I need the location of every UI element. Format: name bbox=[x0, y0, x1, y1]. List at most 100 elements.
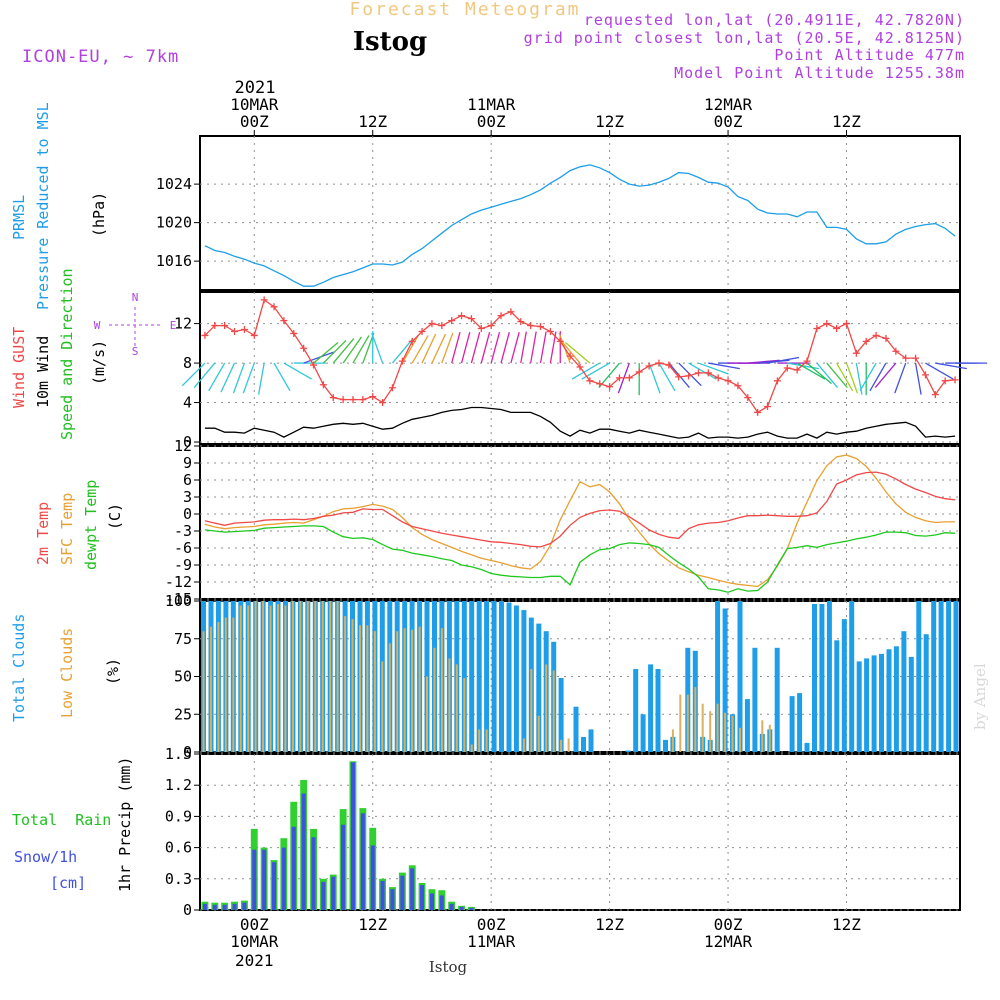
low-cloud-bar bbox=[388, 643, 391, 752]
low-cloud-bar bbox=[567, 738, 570, 752]
low-cloud-bar bbox=[247, 605, 250, 752]
low-cloud-bar bbox=[209, 626, 212, 752]
low-cloud-bar bbox=[314, 601, 317, 752]
top-date-label: 10MAR bbox=[230, 95, 279, 114]
wind-arrow bbox=[401, 335, 419, 364]
total-cloud-bar bbox=[506, 602, 512, 752]
gust-marker bbox=[329, 394, 337, 402]
snow-bar bbox=[202, 903, 207, 910]
total-cloud-bar bbox=[953, 601, 959, 752]
gust-marker bbox=[852, 349, 860, 357]
wind-arrow bbox=[242, 362, 255, 394]
wind-arrow bbox=[698, 362, 729, 375]
total-cloud-bar bbox=[879, 653, 884, 752]
gust-marker bbox=[655, 359, 663, 367]
y-tick-label: 1020 bbox=[156, 214, 192, 232]
sfc-name: SFC Temp bbox=[58, 493, 76, 565]
gust-marker bbox=[527, 322, 535, 330]
wind-speed-dir: Speed and Direction bbox=[58, 268, 76, 440]
total-cloud-bar bbox=[648, 664, 654, 752]
gust-marker bbox=[665, 361, 673, 369]
y-tick-label: 0 bbox=[183, 433, 192, 451]
total-cloud-bar bbox=[841, 619, 847, 752]
wind-arrow bbox=[273, 362, 291, 392]
low-cloud-bar bbox=[329, 601, 332, 752]
gust-marker bbox=[369, 393, 377, 401]
svg-text:N: N bbox=[132, 291, 139, 304]
y-tick-label: 8 bbox=[183, 354, 192, 372]
low-cloud-bar bbox=[716, 703, 719, 752]
cloud-labels: Total Clouds Low Clouds (%) bbox=[10, 614, 122, 722]
wind-labels: Wind GUST 10m Wind Speed and Direction (… bbox=[10, 268, 176, 440]
gust-marker bbox=[714, 374, 722, 382]
gust-marker bbox=[359, 396, 367, 404]
y-tick-label: 0 bbox=[183, 743, 192, 761]
total-cloud-bar bbox=[558, 678, 564, 752]
y-tick-label: 1016 bbox=[156, 252, 192, 270]
watermark: by Angel bbox=[971, 663, 989, 730]
snow-bar bbox=[222, 904, 227, 910]
y-tick-label: 12 bbox=[174, 315, 192, 333]
snow-bar bbox=[311, 837, 316, 910]
t2m-line bbox=[204, 471, 956, 548]
temp-labels: 2m Temp SFC Temp dewpt Temp (C) bbox=[34, 480, 124, 570]
bottom-time-label: 12Z bbox=[595, 915, 624, 934]
low-cloud-bar bbox=[530, 669, 533, 752]
gust-marker bbox=[951, 376, 959, 384]
wind-arrow bbox=[530, 331, 537, 364]
top-year: 2021 bbox=[235, 78, 276, 98]
snow-bar bbox=[449, 903, 454, 910]
snow-bar bbox=[242, 902, 247, 910]
gust-marker bbox=[300, 344, 308, 352]
page-title: Istog bbox=[353, 27, 427, 57]
wind-arrow bbox=[747, 359, 780, 364]
low-cloud-bar bbox=[455, 664, 458, 752]
low-cloud-bar bbox=[485, 729, 488, 752]
gust-marker bbox=[793, 366, 801, 374]
gust-marker bbox=[477, 325, 485, 333]
pressure-name: PRMSL bbox=[10, 195, 28, 240]
gust-marker bbox=[823, 320, 831, 328]
top-date-label: 12MAR bbox=[704, 95, 753, 114]
low-cloud-bar bbox=[694, 687, 697, 752]
gust-marker bbox=[586, 377, 594, 385]
top-time-label: 00Z bbox=[477, 112, 506, 131]
low-cloud-bar bbox=[359, 625, 361, 752]
snow-bar bbox=[390, 889, 395, 910]
gust-marker bbox=[566, 352, 574, 360]
low-cloud-bar bbox=[522, 738, 525, 752]
y-tick-label: -6 bbox=[174, 539, 192, 557]
low-cloud-bar bbox=[262, 601, 265, 752]
y-tick-label: 25 bbox=[174, 705, 192, 723]
wind-arrow bbox=[283, 362, 312, 380]
low-cloud-bar bbox=[724, 712, 727, 752]
gust-marker bbox=[606, 383, 614, 391]
low-cloud-bar bbox=[552, 670, 555, 752]
snow-bar bbox=[469, 907, 474, 910]
gust-marker bbox=[902, 354, 910, 362]
gust-marker bbox=[467, 315, 475, 323]
wind-arrow bbox=[470, 332, 481, 364]
low-cloud-bar bbox=[545, 664, 548, 752]
gust-marker bbox=[744, 394, 752, 402]
wind-arrow bbox=[558, 338, 581, 364]
total-cloud-bar bbox=[819, 604, 825, 752]
gust-marker bbox=[833, 325, 841, 333]
temp-unit: (C) bbox=[106, 503, 124, 530]
gust-marker bbox=[862, 337, 870, 345]
y-tick-label: 1024 bbox=[156, 175, 192, 193]
total-cloud-bar bbox=[871, 655, 877, 752]
wind-arrow bbox=[859, 362, 877, 392]
y-tick-label: 0.6 bbox=[165, 839, 192, 857]
wind-arrow bbox=[232, 362, 246, 394]
y-tick-label: 1.2 bbox=[165, 776, 192, 794]
wind-arrow bbox=[816, 362, 838, 389]
low-cloud-bar bbox=[440, 628, 443, 752]
wind-arrow bbox=[688, 362, 717, 380]
snow-bar bbox=[331, 876, 336, 910]
low-cloud-bar bbox=[537, 715, 540, 752]
total-cloud-bar bbox=[901, 631, 907, 752]
low-cloud-bar bbox=[239, 605, 242, 752]
gust-marker bbox=[349, 396, 357, 404]
y-tick-label: -3 bbox=[174, 522, 192, 540]
